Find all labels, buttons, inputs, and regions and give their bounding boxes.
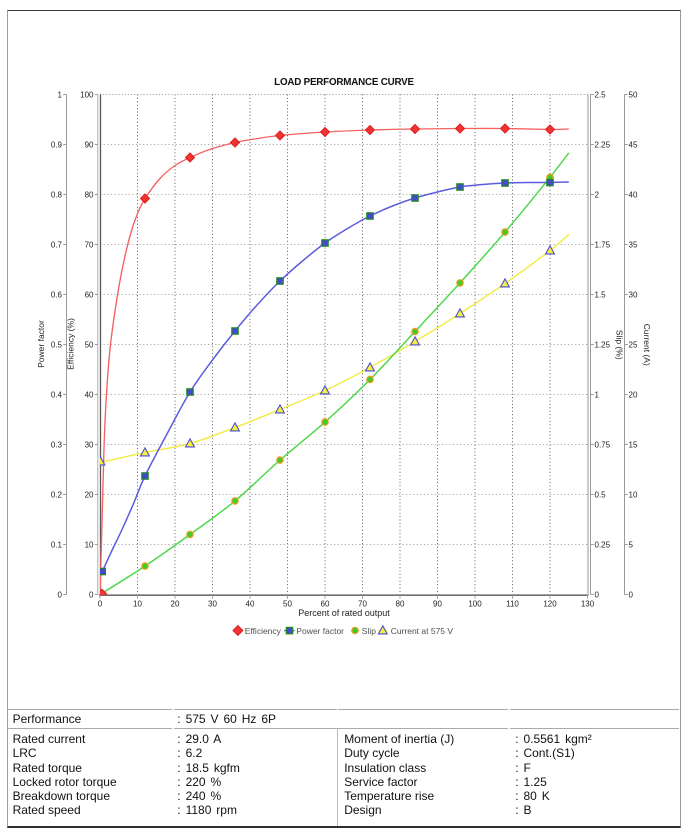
svg-text:1: 1 (595, 390, 600, 399)
svg-text:100: 100 (468, 599, 482, 608)
svg-text:20: 20 (85, 490, 94, 499)
svg-text:1.25: 1.25 (595, 340, 611, 349)
svg-text:110: 110 (506, 599, 519, 608)
svg-text:0.5: 0.5 (595, 490, 607, 499)
svg-text:60: 60 (85, 290, 94, 299)
svg-text:0.5: 0.5 (51, 340, 63, 349)
svg-text:60: 60 (321, 599, 330, 608)
svg-text:40: 40 (629, 190, 638, 199)
svg-text:1.5: 1.5 (595, 290, 607, 299)
svg-text:20: 20 (629, 390, 638, 399)
svg-text:70: 70 (85, 240, 94, 249)
svg-text:0.9: 0.9 (51, 140, 63, 149)
svg-text:50: 50 (283, 599, 292, 608)
svg-text:80: 80 (85, 190, 94, 199)
svg-text:0.4: 0.4 (51, 390, 63, 399)
svg-text:Current at 575 V: Current at 575 V (391, 626, 454, 636)
svg-text:Percent of rated output: Percent of rated output (298, 608, 390, 618)
svg-text:10: 10 (133, 599, 142, 608)
svg-text:45: 45 (629, 140, 638, 149)
svg-text:2.25: 2.25 (595, 140, 611, 149)
svg-text:5: 5 (629, 540, 634, 549)
svg-text:30: 30 (629, 290, 638, 299)
svg-text:20: 20 (171, 599, 180, 608)
svg-text:90: 90 (85, 140, 94, 149)
svg-text:Power factor: Power factor (36, 320, 46, 368)
svg-text:Power factor: Power factor (296, 626, 344, 636)
svg-text:1.75: 1.75 (595, 240, 611, 249)
svg-text:1: 1 (58, 90, 63, 99)
svg-text:35: 35 (629, 240, 638, 249)
svg-text:0.6: 0.6 (51, 290, 63, 299)
svg-text:25: 25 (629, 340, 638, 349)
svg-text:10: 10 (85, 540, 94, 549)
svg-text:30: 30 (85, 440, 94, 449)
svg-text:0.1: 0.1 (51, 540, 63, 549)
svg-text:Efficiency (%): Efficiency (%) (66, 318, 76, 370)
svg-text:100: 100 (80, 90, 94, 99)
svg-text:Slip (%): Slip (%) (615, 330, 625, 360)
svg-text:Current (A): Current (A) (642, 324, 652, 366)
svg-text:Efficiency: Efficiency (245, 626, 282, 636)
svg-text:0.8: 0.8 (51, 190, 63, 199)
svg-text:70: 70 (358, 599, 367, 608)
svg-text:15: 15 (629, 440, 638, 449)
svg-text:50: 50 (629, 90, 638, 99)
svg-text:Slip: Slip (362, 626, 376, 636)
svg-text:0.2: 0.2 (51, 490, 63, 499)
svg-text:2: 2 (595, 190, 600, 199)
svg-text:0.25: 0.25 (595, 540, 611, 549)
svg-text:0: 0 (629, 590, 634, 599)
svg-text:LOAD PERFORMANCE CURVE: LOAD PERFORMANCE CURVE (274, 77, 414, 88)
svg-text:50: 50 (85, 340, 94, 349)
svg-text:0.75: 0.75 (595, 440, 611, 449)
svg-text:0: 0 (595, 590, 600, 599)
svg-text:90: 90 (433, 599, 442, 608)
svg-text:0.3: 0.3 (51, 440, 63, 449)
svg-text:10: 10 (629, 490, 638, 499)
svg-text:130: 130 (581, 599, 595, 608)
svg-text:2.5: 2.5 (595, 90, 607, 99)
svg-text:40: 40 (85, 390, 94, 399)
svg-text:0: 0 (98, 599, 103, 608)
svg-text:120: 120 (543, 599, 557, 608)
svg-text:0: 0 (89, 590, 94, 599)
svg-text:80: 80 (396, 599, 405, 608)
svg-text:0.7: 0.7 (51, 240, 63, 249)
svg-text:30: 30 (208, 599, 217, 608)
svg-text:0: 0 (58, 590, 63, 599)
svg-text:40: 40 (246, 599, 255, 608)
